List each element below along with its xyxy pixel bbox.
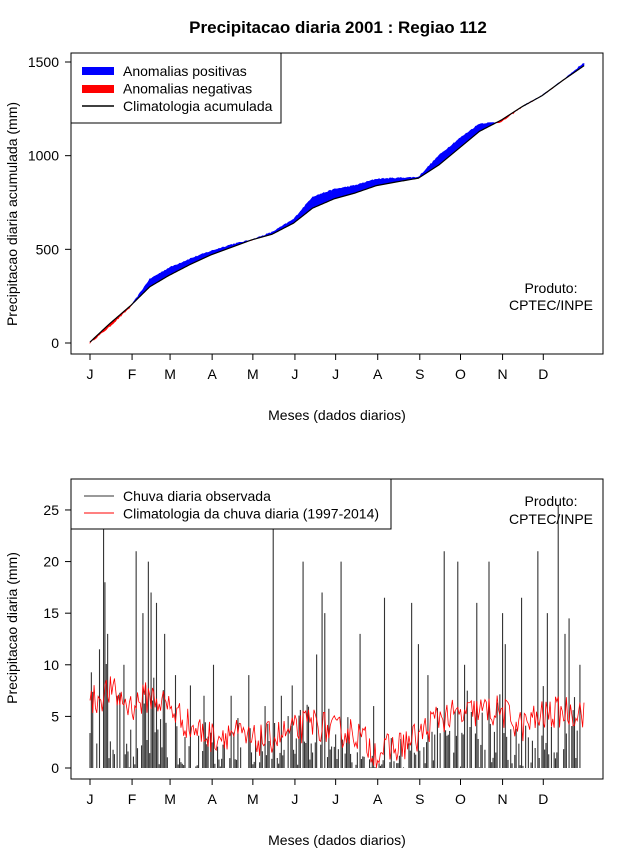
legend-box-bottom	[70, 478, 392, 530]
x-tick-label: O	[455, 366, 466, 382]
x-tick-label: A	[207, 791, 217, 807]
x-tick-label: D	[538, 366, 548, 382]
y-axis-label: Precipitacao diaria acumulada (mm)	[4, 102, 20, 326]
y-tick-label: 10	[43, 657, 59, 673]
x-tick-label: M	[247, 366, 259, 382]
x-tick-label: M	[164, 366, 176, 382]
climatology-accumulated-line	[89, 65, 585, 343]
legend-entry: Anomalias negativas	[123, 81, 252, 97]
y-axis-label: Precipitacao diaria (mm)	[4, 552, 20, 704]
x-tick-label: O	[455, 791, 466, 807]
legend-entry: Anomalias positivas	[123, 63, 247, 79]
x-tick-label: M	[247, 791, 259, 807]
x-tick-label: D	[538, 791, 548, 807]
x-tick-label: A	[207, 366, 217, 382]
x-tick-label: N	[498, 791, 508, 807]
x-axis-label: Meses (dados diarios)	[268, 832, 406, 848]
y-tick-label: 0	[51, 335, 59, 351]
y-tick-label: 5	[51, 708, 59, 724]
annotation-cptec: CPTEC/INPE	[509, 297, 593, 313]
x-tick-label: J	[332, 791, 339, 807]
x-tick-label: J	[87, 366, 94, 382]
x-tick-label: A	[373, 791, 383, 807]
x-tick-label: J	[291, 366, 298, 382]
x-tick-label: J	[87, 791, 94, 807]
x-tick-label: N	[498, 366, 508, 382]
annotation-produto: Produto:	[525, 280, 578, 296]
legend-entry: Climatologia acumulada	[123, 98, 273, 114]
legend-entry: Climatologia da chuva diaria (1997-2014)	[123, 506, 379, 522]
x-tick-label: F	[128, 791, 137, 807]
x-tick-label: M	[164, 791, 176, 807]
y-tick-label: 500	[36, 241, 60, 257]
x-axis-label: Meses (dados diarios)	[268, 407, 406, 423]
x-tick-label: S	[415, 791, 424, 807]
x-tick-label: S	[415, 366, 424, 382]
y-tick-label: 20	[43, 554, 59, 570]
y-tick-label: 1500	[28, 54, 59, 70]
daily-climatology-line	[89, 676, 585, 769]
annotation-produto: Produto:	[525, 493, 578, 509]
annotation-cptec: CPTEC/INPE	[509, 511, 593, 527]
legend-entry: Chuva diaria observada	[123, 488, 271, 504]
y-tick-label: 25	[43, 502, 59, 518]
x-tick-label: J	[332, 366, 339, 382]
y-tick-label: 15	[43, 605, 59, 621]
x-tick-label: J	[291, 791, 298, 807]
chart-title: Precipitacao diaria 2001 : Regiao 112	[189, 18, 487, 37]
y-tick-label: 1000	[28, 148, 59, 164]
x-tick-label: F	[128, 366, 137, 382]
y-tick-label: 0	[51, 760, 59, 776]
x-tick-label: A	[373, 366, 383, 382]
